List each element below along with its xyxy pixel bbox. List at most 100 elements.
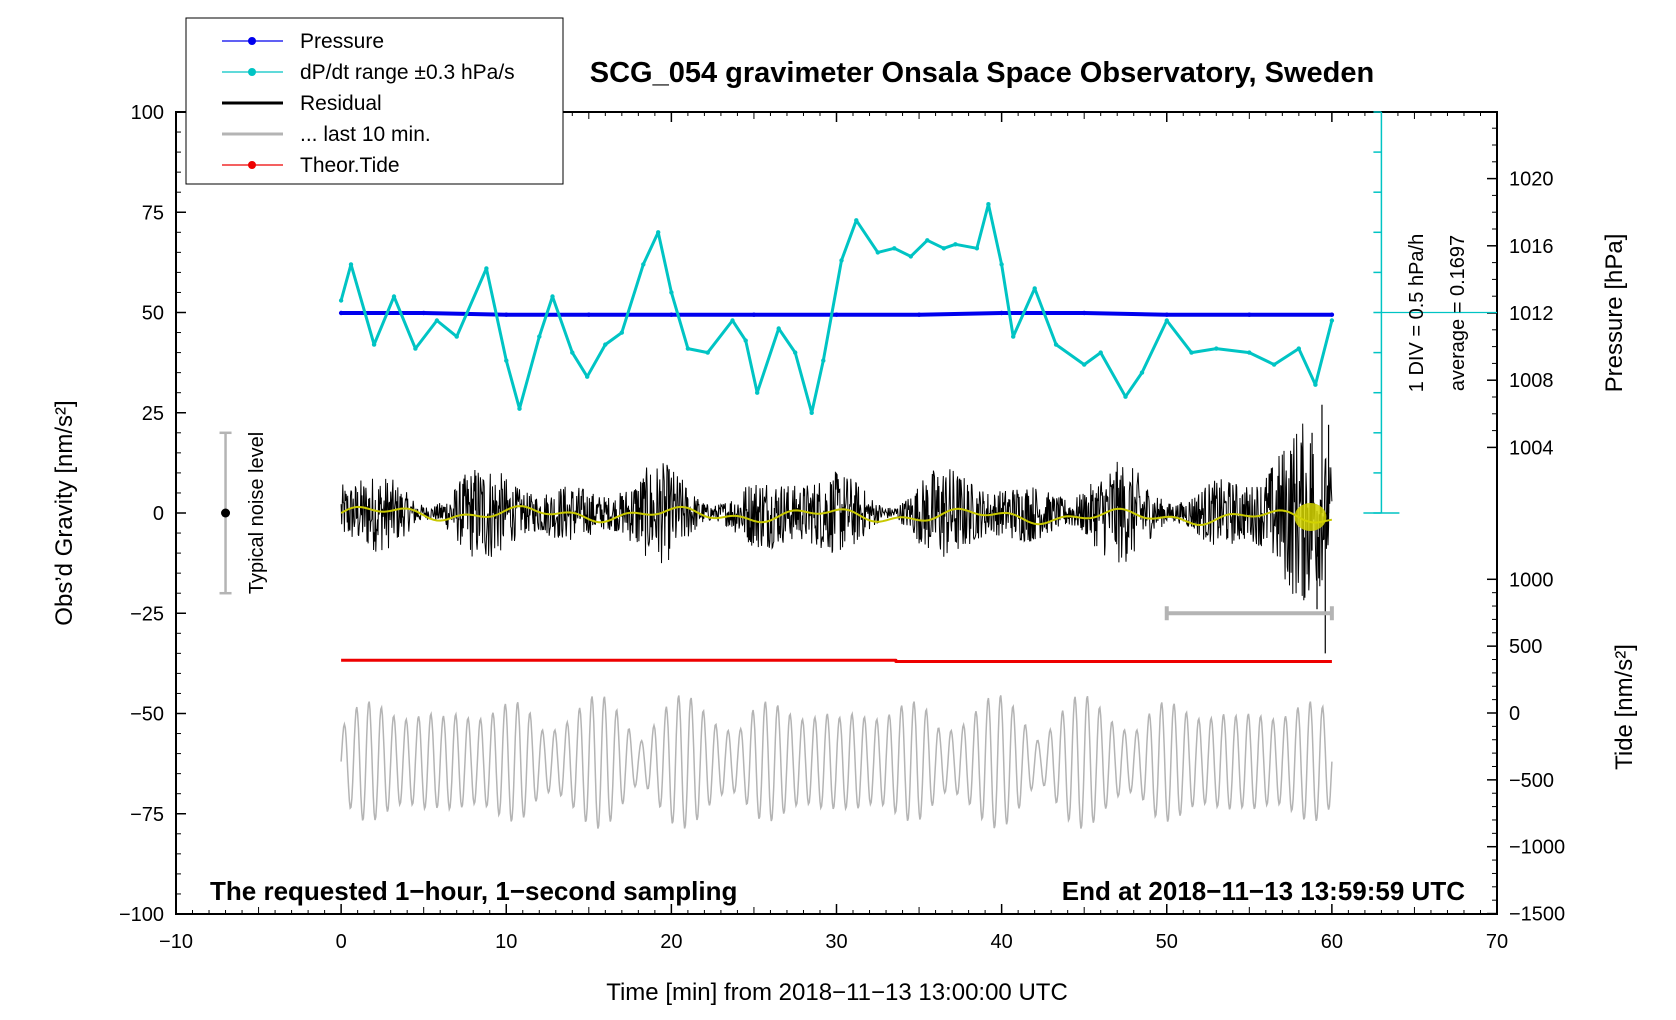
series-point bbox=[585, 374, 590, 379]
series-point bbox=[586, 312, 591, 317]
series-point bbox=[821, 358, 826, 363]
series-point bbox=[925, 238, 930, 243]
residual-smoothed-series bbox=[340, 503, 1333, 532]
pressure-tick-label: 1004 bbox=[1509, 437, 1554, 459]
tide-tick-label: 500 bbox=[1509, 636, 1542, 658]
pressure-series bbox=[338, 310, 1335, 317]
series-point bbox=[504, 358, 509, 363]
legend-label: Pressure bbox=[300, 30, 384, 53]
gravity-tick-label: −50 bbox=[130, 704, 164, 726]
series-point bbox=[603, 342, 608, 347]
series-point bbox=[413, 346, 418, 351]
series-point bbox=[908, 254, 913, 259]
series-point bbox=[371, 342, 377, 347]
pressure-tick-label: 1012 bbox=[1509, 303, 1554, 325]
series-point bbox=[751, 312, 757, 317]
series-point bbox=[974, 246, 980, 251]
series-point bbox=[999, 310, 1004, 316]
gravity-tick-label: −75 bbox=[130, 804, 164, 826]
series-point bbox=[730, 318, 735, 323]
series-point bbox=[986, 202, 991, 207]
series-point bbox=[1296, 346, 1302, 351]
series-point bbox=[776, 326, 781, 331]
x-tick-label: 50 bbox=[1156, 931, 1178, 953]
x-tick-label: 70 bbox=[1486, 931, 1508, 953]
series-point bbox=[391, 294, 397, 299]
series-point bbox=[669, 290, 674, 295]
series-point bbox=[1082, 310, 1087, 316]
legend-label: ... last 10 min. bbox=[300, 123, 431, 146]
tide-tick-label: −1500 bbox=[1509, 904, 1565, 926]
legend-marker bbox=[248, 68, 256, 76]
series-point bbox=[685, 346, 691, 351]
dpdt-series bbox=[338, 202, 1335, 415]
tide-tick-label: −500 bbox=[1509, 770, 1554, 792]
noise-level-marker bbox=[219, 431, 232, 595]
series-point bbox=[1329, 312, 1335, 317]
series-point bbox=[834, 312, 839, 317]
pressure-tick-label: 1008 bbox=[1509, 370, 1554, 392]
series-point bbox=[641, 262, 646, 267]
annotation-end-time: End at 2018−11−13 13:59:59 UTC bbox=[1062, 876, 1465, 906]
series-point bbox=[793, 350, 798, 355]
x-tick-label: −10 bbox=[159, 931, 193, 953]
series-point bbox=[421, 310, 426, 316]
legend-label: Theor.Tide bbox=[300, 154, 400, 177]
series-point bbox=[434, 318, 440, 323]
series-point bbox=[1247, 312, 1252, 317]
legend-marker bbox=[248, 161, 256, 169]
series-point bbox=[1032, 286, 1037, 291]
tide-series bbox=[341, 658, 1332, 663]
scale-div-label: 1 DIV = 0.5 hPa/h bbox=[1406, 234, 1428, 392]
series-point bbox=[755, 390, 760, 395]
chart-title: SCG_054 gravimeter Onsala Space Observat… bbox=[590, 57, 1374, 89]
x-tick-label: 60 bbox=[1321, 931, 1343, 953]
x-axis-label: Time [min] from 2018−11−13 13:00:00 UTC bbox=[606, 979, 1068, 1006]
pressure-rate-scale bbox=[1363, 111, 1497, 514]
series-point bbox=[656, 230, 661, 235]
x-tick-label: 10 bbox=[495, 931, 517, 953]
noise-center-dot bbox=[221, 508, 231, 518]
series-point bbox=[1329, 318, 1335, 323]
pressure-tick-label: 1020 bbox=[1509, 169, 1554, 191]
series-line bbox=[341, 658, 1332, 663]
gravity-tick-label: 25 bbox=[142, 403, 164, 425]
x-tick-label: 20 bbox=[660, 931, 682, 953]
series-point bbox=[484, 266, 489, 271]
series-point bbox=[1313, 382, 1318, 387]
series-point bbox=[537, 334, 542, 339]
x-tick-label: 40 bbox=[991, 931, 1013, 953]
series-point bbox=[743, 338, 748, 343]
gravity-tick-label: 100 bbox=[131, 102, 164, 124]
series-point bbox=[504, 312, 509, 317]
smoothed-residual-blob bbox=[1294, 503, 1327, 532]
gray-oscillation-line bbox=[340, 695, 1333, 829]
series-point bbox=[338, 298, 344, 303]
series-point bbox=[953, 242, 958, 247]
gravity-tick-label: 75 bbox=[142, 202, 164, 224]
series-line bbox=[339, 202, 1334, 415]
gray-oscillation-series bbox=[340, 695, 1333, 829]
tide-tick-label: 0 bbox=[1509, 703, 1520, 725]
series-point bbox=[916, 312, 922, 317]
series-point bbox=[839, 258, 844, 263]
y-axis-label-pressure: Pressure [hPa] bbox=[1601, 234, 1628, 393]
series-point bbox=[1082, 362, 1087, 367]
series-point bbox=[454, 334, 459, 339]
series-point bbox=[1271, 362, 1277, 367]
gravity-tick-label: −100 bbox=[119, 904, 164, 926]
x-tick-label: 0 bbox=[336, 931, 347, 953]
series-point bbox=[570, 350, 575, 355]
scale-average-label: average = 0.1697 bbox=[1447, 235, 1469, 391]
series-point bbox=[999, 262, 1004, 267]
gravity-tick-label: −25 bbox=[130, 603, 164, 625]
legend-box bbox=[185, 17, 564, 185]
x-tick-label: 30 bbox=[825, 931, 847, 953]
series-point bbox=[619, 330, 624, 335]
gravity-tick-label: 50 bbox=[142, 303, 164, 325]
series-point bbox=[1247, 350, 1252, 355]
residual-series bbox=[340, 404, 1333, 654]
series-point bbox=[854, 218, 859, 223]
series-point bbox=[338, 310, 344, 316]
axis-ticks: −10 0 10 20 30 40 50 60 701007550250−25−50−75−10… bbox=[119, 102, 1565, 953]
